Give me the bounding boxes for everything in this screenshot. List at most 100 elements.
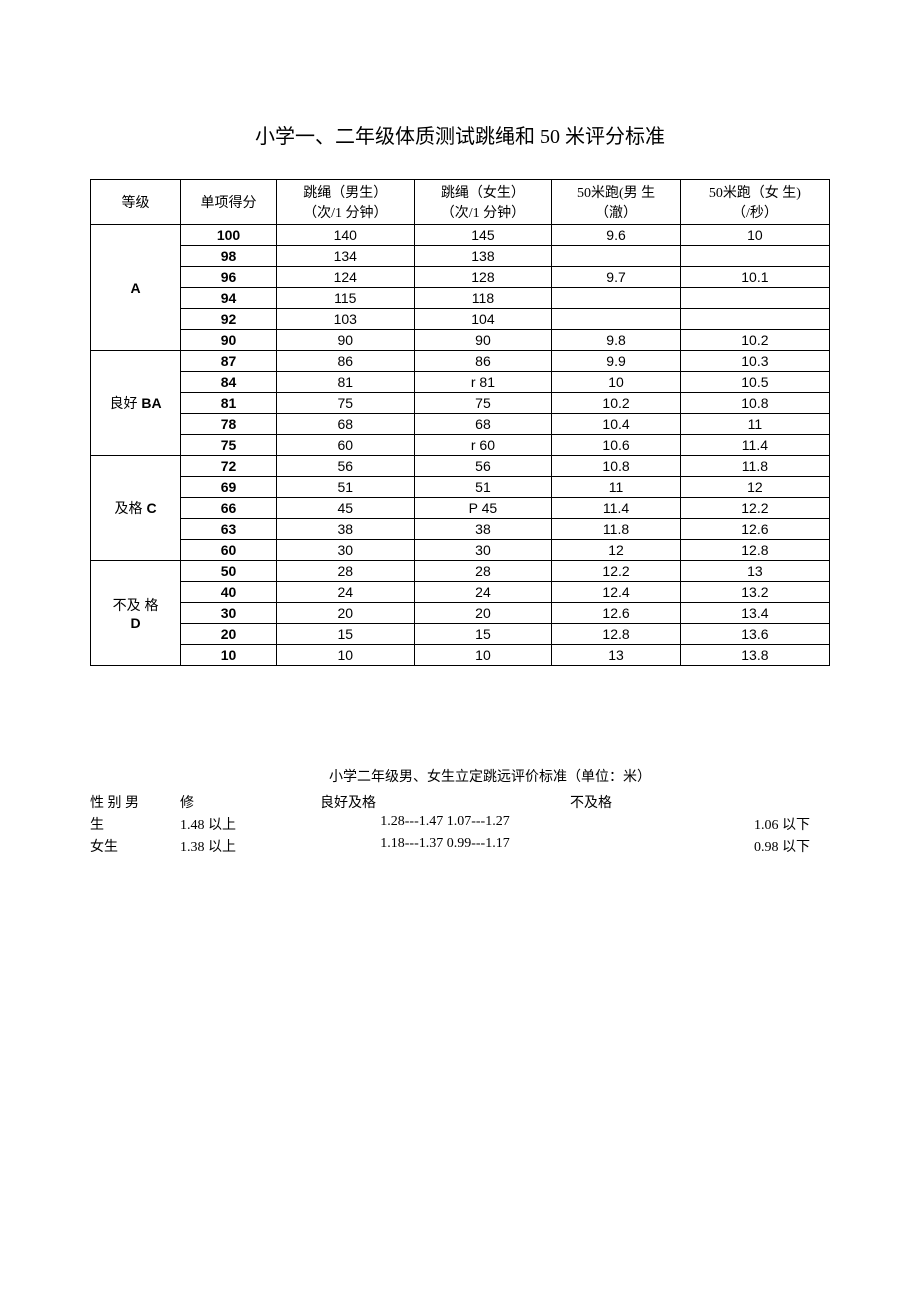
cell: 24: [414, 582, 552, 603]
cell: 12.6: [552, 603, 681, 624]
cell: 72: [181, 456, 277, 477]
table-row: 78686810.411: [91, 414, 830, 435]
cell: 12.2: [552, 561, 681, 582]
lj-h2: 良好及格: [320, 792, 570, 812]
cell: [680, 288, 829, 309]
cell: r 81: [414, 372, 552, 393]
cell: 140: [276, 225, 414, 246]
cell: 134: [276, 246, 414, 267]
cell: 11.4: [552, 498, 681, 519]
cell: 40: [181, 582, 277, 603]
cell: 28: [276, 561, 414, 582]
lj-h0: 性 别 男: [90, 792, 180, 812]
cell: 15: [414, 624, 552, 645]
table-row: 6645P 4511.412.2: [91, 498, 830, 519]
cell: 51: [276, 477, 414, 498]
cell: 12: [552, 540, 681, 561]
cell: 56: [276, 456, 414, 477]
cell: 81: [276, 372, 414, 393]
cell: 13: [552, 645, 681, 666]
cell: r 60: [414, 435, 552, 456]
cell: 11.8: [680, 456, 829, 477]
cell: [552, 309, 681, 330]
cell: 115: [276, 288, 414, 309]
cell: 100: [181, 225, 277, 246]
table-row: 6030301212.8: [91, 540, 830, 561]
cell: 10.8: [552, 456, 681, 477]
long-jump-section: 小学二年级男、女生立定跳远评价标准（单位：米） 性 别 男 修 良好及格 不及格…: [90, 766, 830, 856]
grade-cell: 及格 C: [91, 456, 181, 561]
cell: 124: [276, 267, 414, 288]
cell: 90: [414, 330, 552, 351]
lj-r0c4: 1.06 以下: [690, 814, 810, 834]
table-row: 961241289.710.1: [91, 267, 830, 288]
lj-h1: 修: [180, 792, 320, 812]
table-row: 1010101313.8: [91, 645, 830, 666]
table-row: 及格 C72565610.811.8: [91, 456, 830, 477]
cell: 10.5: [680, 372, 829, 393]
cell: 20: [276, 603, 414, 624]
cell: 94: [181, 288, 277, 309]
table-row: 8481r 811010.5: [91, 372, 830, 393]
table-row: 81757510.210.8: [91, 393, 830, 414]
cell: 9.8: [552, 330, 681, 351]
th-rope-m: 跳绳（男生） （次/1 分钟）: [276, 180, 414, 225]
table-row: 20151512.813.6: [91, 624, 830, 645]
cell: 11: [552, 477, 681, 498]
cell: 51: [414, 477, 552, 498]
cell: 78: [181, 414, 277, 435]
cell: 10: [414, 645, 552, 666]
cell: 10.1: [680, 267, 829, 288]
cell: 60: [276, 435, 414, 456]
cell: 12: [680, 477, 829, 498]
table-row: 92103104: [91, 309, 830, 330]
cell: 10.8: [680, 393, 829, 414]
cell: 10: [680, 225, 829, 246]
cell: 10.2: [552, 393, 681, 414]
cell: 9.6: [552, 225, 681, 246]
cell: 86: [276, 351, 414, 372]
table-row: 7560r 6010.611.4: [91, 435, 830, 456]
cell: 103: [276, 309, 414, 330]
lj-r1c2: 1.18---1.37 0.99---1.17: [320, 836, 570, 852]
cell: [680, 309, 829, 330]
table-row: 40242412.413.2: [91, 582, 830, 603]
lj-r1c4: 0.98 以下: [690, 836, 810, 856]
cell: 10.4: [552, 414, 681, 435]
table-row: 9090909.810.2: [91, 330, 830, 351]
th-run-m: 50米跑(男 生 （澈）: [552, 180, 681, 225]
cell: 86: [414, 351, 552, 372]
cell: 10.6: [552, 435, 681, 456]
cell: 75: [276, 393, 414, 414]
th-score: 单项得分: [181, 180, 277, 225]
table-row: 63383811.812.6: [91, 519, 830, 540]
long-jump-grid: 性 别 男 修 良好及格 不及格 生 1.48 以上 1.28---1.47 1…: [90, 792, 830, 856]
th-rope-f: 跳绳（女生） （次/1 分钟）: [414, 180, 552, 225]
cell: 45: [276, 498, 414, 519]
cell: 84: [181, 372, 277, 393]
cell: 10: [552, 372, 681, 393]
lj-r1c1: 1.38 以上: [180, 836, 320, 856]
cell: 118: [414, 288, 552, 309]
cell: [552, 246, 681, 267]
grade-cell: A: [91, 225, 181, 351]
cell: 13.4: [680, 603, 829, 624]
cell: 68: [276, 414, 414, 435]
cell: 75: [181, 435, 277, 456]
cell: 13.2: [680, 582, 829, 603]
cell: 56: [414, 456, 552, 477]
cell: 63: [181, 519, 277, 540]
table-row: 不及 格D50282812.213: [91, 561, 830, 582]
score-table: 等级 单项得分 跳绳（男生） （次/1 分钟） 跳绳（女生） （次/1 分钟） …: [90, 179, 830, 666]
cell: 96: [181, 267, 277, 288]
cell: 12.2: [680, 498, 829, 519]
cell: 13.8: [680, 645, 829, 666]
table-row: 30202012.613.4: [91, 603, 830, 624]
cell: 30: [414, 540, 552, 561]
cell: 10: [276, 645, 414, 666]
cell: 68: [414, 414, 552, 435]
cell: 145: [414, 225, 552, 246]
cell: 30: [181, 603, 277, 624]
lj-r1c0: 女生: [90, 836, 180, 856]
cell: 11.8: [552, 519, 681, 540]
